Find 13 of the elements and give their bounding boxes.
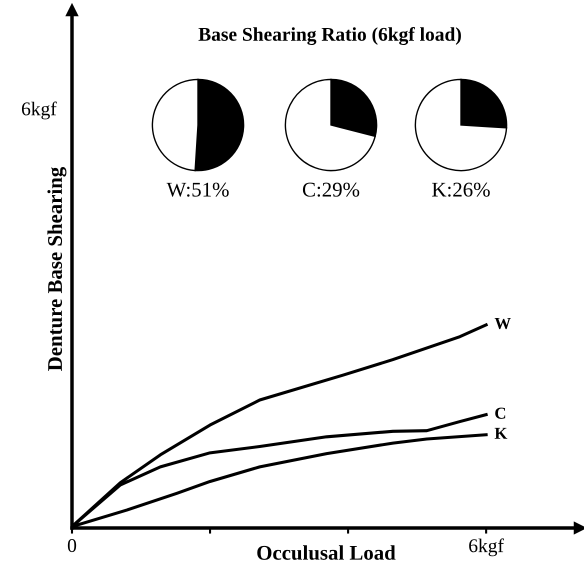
text: K:26%	[432, 182, 490, 197]
series-label: W	[494, 318, 511, 330]
y-axis-title: Denture Base Shearing	[47, 166, 66, 371]
text: C:29%	[302, 182, 360, 197]
x-axis-title: Occulusal Load	[257, 545, 396, 560]
series-label: K	[494, 428, 508, 439]
text: 6kgf	[22, 102, 57, 120]
text: W:51%	[166, 182, 229, 197]
series-label: C	[495, 408, 506, 419]
x-tick-label: 0	[68, 538, 76, 552]
pie-slice	[414, 78, 508, 172]
pie-slice	[284, 78, 376, 172]
chart-title: Base Shearing Ratio (6kgf load)	[198, 27, 461, 45]
